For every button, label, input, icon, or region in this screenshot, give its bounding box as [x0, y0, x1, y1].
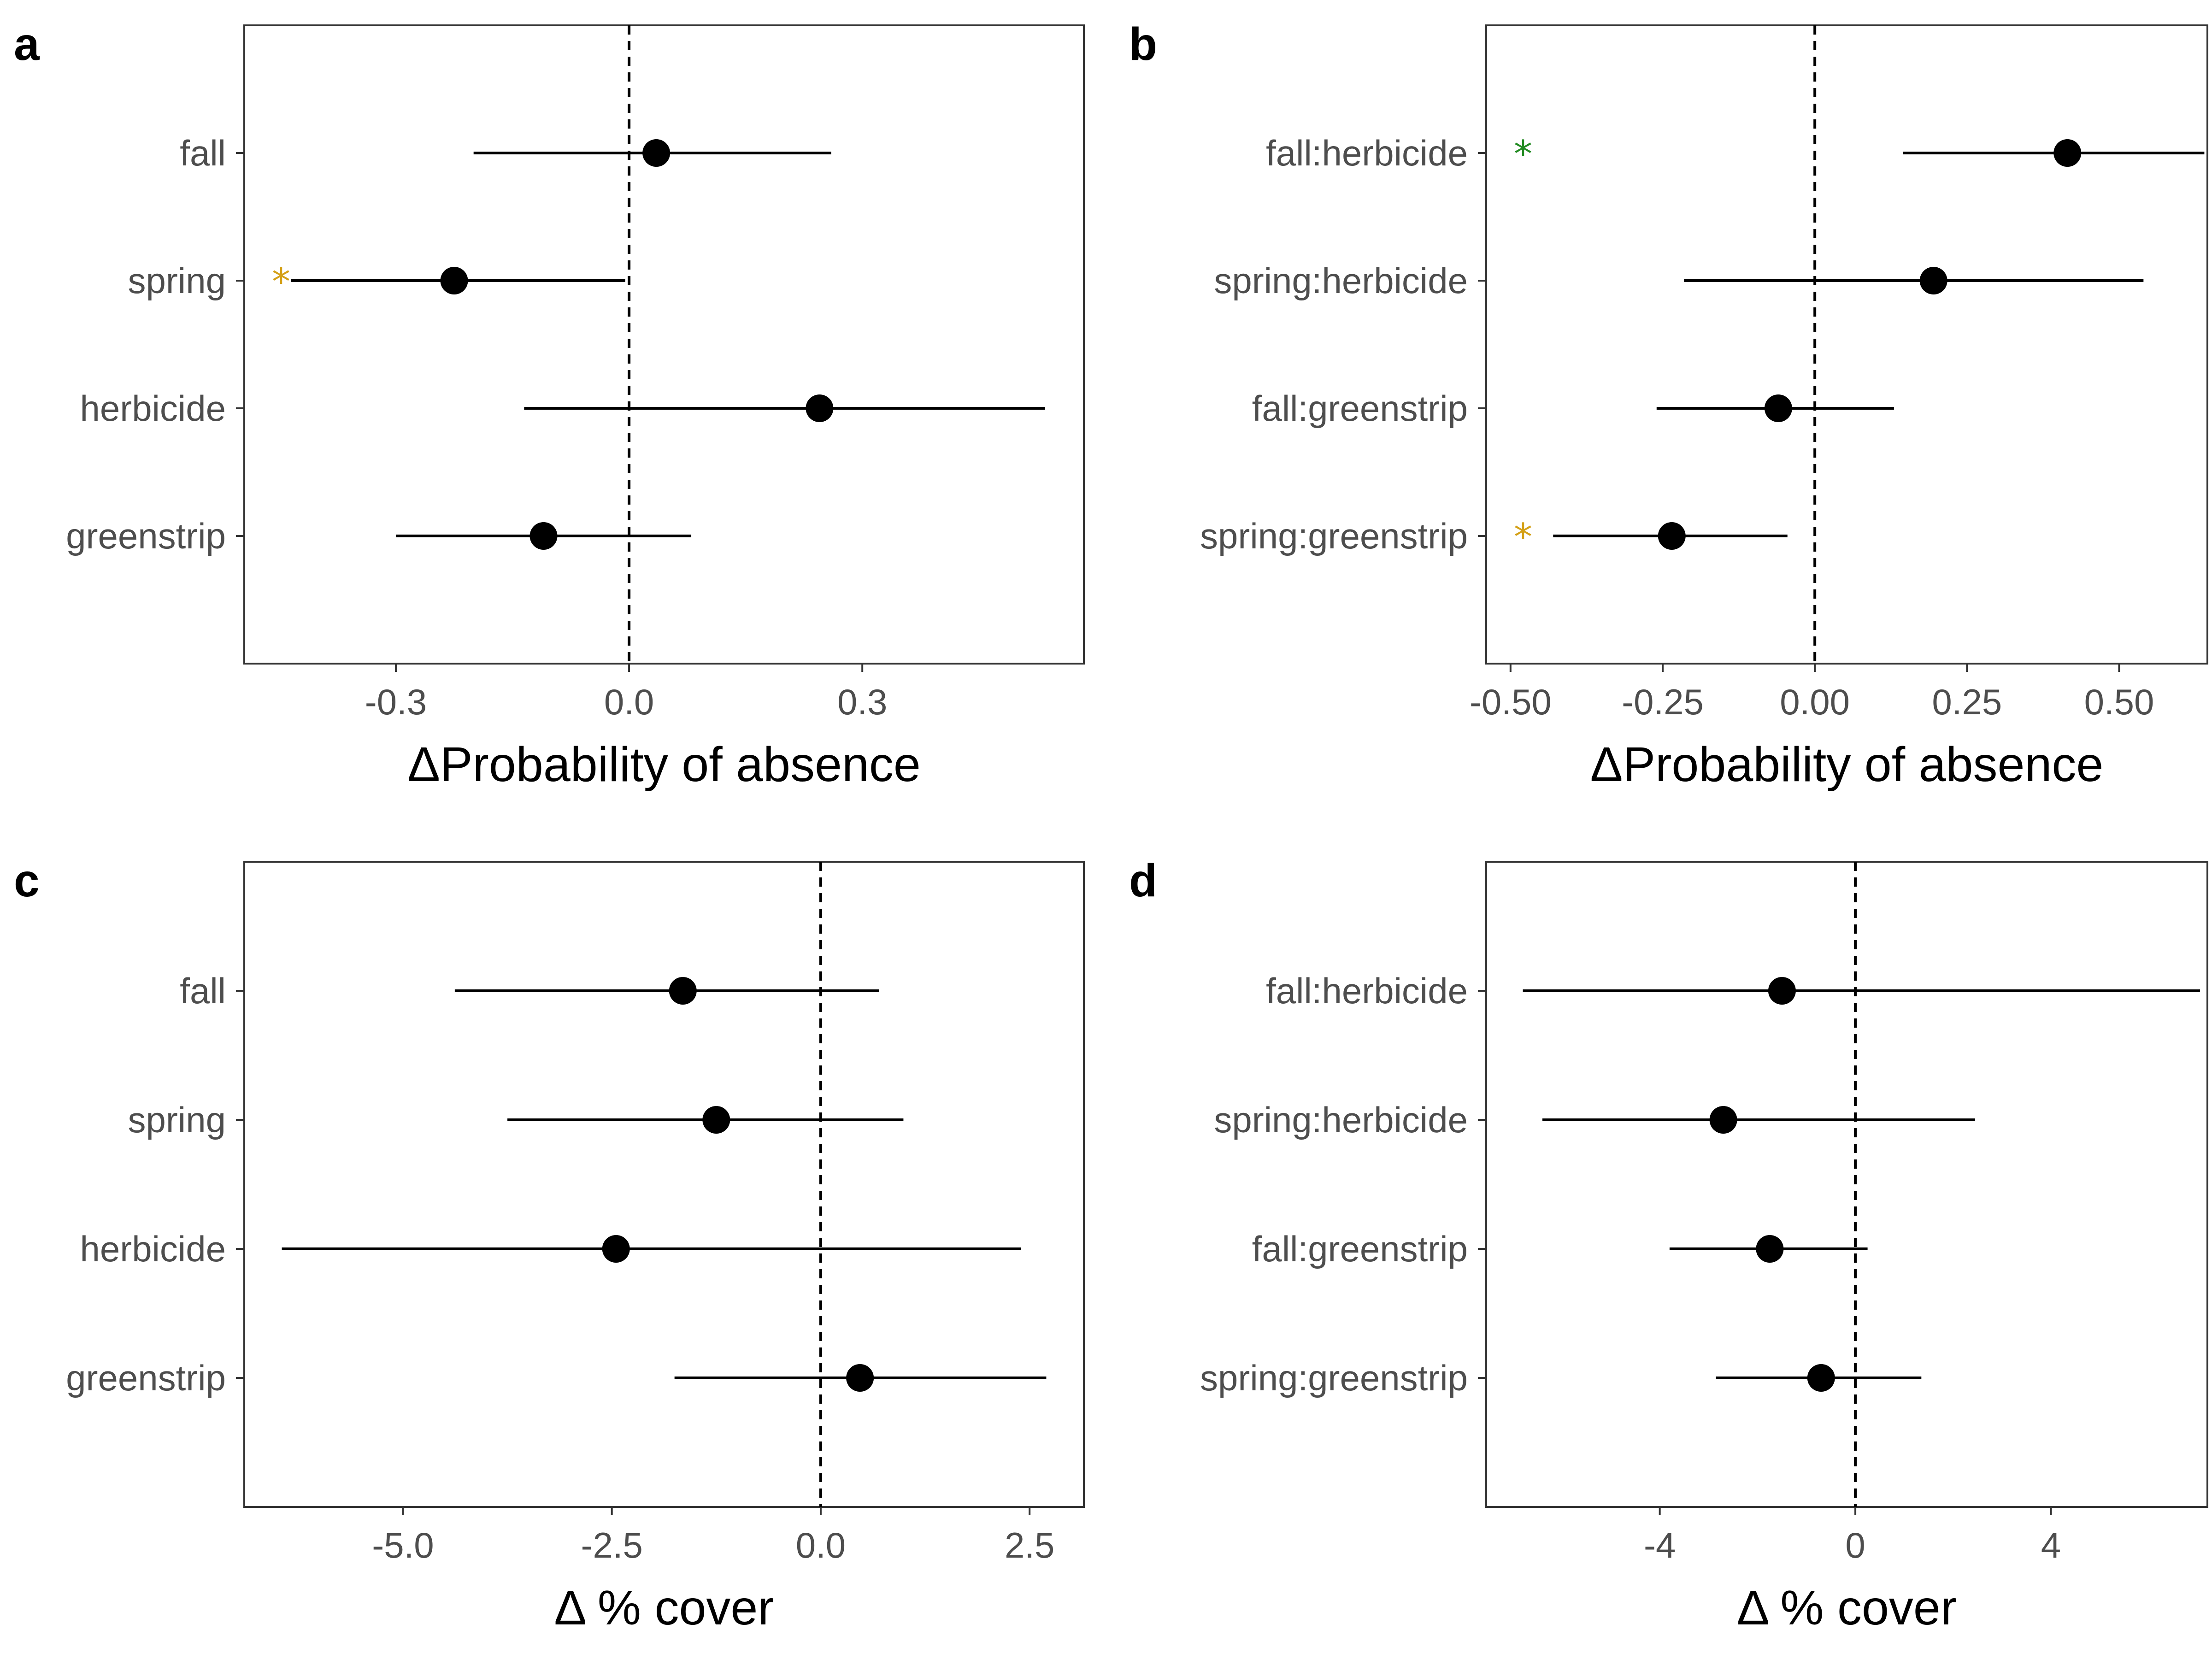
point-estimate [1807, 1364, 1835, 1392]
panel-b: b fall:herbicide spring:herbicide fall:gree… [1129, 18, 2208, 792]
x-tick-label: -2.5 [581, 1525, 642, 1565]
point-estimate [440, 267, 468, 294]
point-estimate [702, 1106, 730, 1134]
point-estimate [1919, 267, 1947, 294]
x-tick-label: -0.50 [1470, 682, 1552, 722]
y-tick-label: spring [128, 260, 226, 301]
x-tick-label: 0.00 [1780, 682, 1850, 722]
panel-c: c fall spring herbicide greenstrip -5.0 -2.5 0.… [14, 855, 1085, 1635]
panel-letter: d [1129, 855, 1157, 906]
y-tick-label: fall [180, 971, 226, 1011]
x-tick-label: -4 [1644, 1525, 1676, 1565]
x-tick-label: 2.5 [1005, 1525, 1054, 1565]
significance-star: * [1514, 133, 1532, 176]
x-tick-label: -0.3 [365, 682, 427, 722]
y-tick-label: fall:herbicide [1266, 971, 1468, 1011]
x-tick-label: 0 [1845, 1525, 1865, 1565]
x-axis-title: ΔProbability of absence [407, 737, 921, 792]
significance-star: * [1514, 516, 1532, 559]
point-estimate [1756, 1235, 1784, 1263]
x-axis-title: Δ % cover [1737, 1581, 1957, 1635]
x-tick-label: 0.50 [2084, 682, 2154, 722]
y-tick-label: herbicide [80, 388, 226, 429]
point-estimate [529, 522, 558, 550]
y-tick-label: spring [128, 1100, 226, 1140]
x-tick-label: 0.0 [604, 682, 654, 722]
y-tick-label: fall:herbicide [1266, 133, 1468, 173]
panel-letter: a [14, 18, 40, 70]
y-tick-label: herbicide [80, 1229, 226, 1269]
x-tick-label: 0.25 [1932, 682, 2002, 722]
x-tick-label: -5.0 [372, 1525, 434, 1565]
x-tick-label: 4 [2041, 1525, 2061, 1565]
x-tick-label: 0.0 [796, 1525, 846, 1565]
y-tick-label: fall:greenstrip [1252, 1229, 1468, 1269]
panel-d: d fall:herbicide spring:herbicide fall:gree… [1129, 855, 2208, 1635]
panel-border [1485, 861, 2208, 1508]
panel-letter: b [1129, 18, 1157, 70]
x-tick-label: 0.3 [837, 682, 887, 722]
point-estimate [846, 1364, 874, 1392]
y-tick-label: spring:herbicide [1214, 260, 1468, 301]
point-estimate [1768, 977, 1796, 1005]
point-estimate [1709, 1106, 1737, 1134]
point-estimate [669, 977, 697, 1005]
y-tick-label: spring:greenstrip [1200, 516, 1468, 556]
x-axis-title: Δ % cover [554, 1581, 774, 1635]
significance-star: * [272, 260, 290, 303]
panel-letter: c [14, 855, 40, 906]
y-tick-label: spring:greenstrip [1200, 1358, 1468, 1398]
panel-a: a fall spring herbicide greenstrip -0.3 0.0 0.3… [14, 18, 1085, 792]
x-axis-title: ΔProbability of absence [1590, 737, 2104, 792]
y-tick-label: greenstrip [66, 516, 226, 556]
y-tick-label: greenstrip [66, 1358, 226, 1398]
point-estimate [1658, 522, 1686, 550]
panel-border [1485, 24, 2208, 665]
x-tick-label: -0.25 [1622, 682, 1704, 722]
y-tick-label: spring:herbicide [1214, 1100, 1468, 1140]
panel-border [243, 24, 1085, 665]
y-tick-label: fall [180, 133, 226, 173]
point-estimate [1764, 394, 1792, 422]
point-estimate [602, 1235, 630, 1263]
point-estimate [2053, 139, 2082, 167]
panel-border [243, 861, 1085, 1508]
point-estimate [642, 139, 671, 167]
point-estimate [806, 394, 834, 422]
y-tick-label: fall:greenstrip [1252, 388, 1468, 429]
